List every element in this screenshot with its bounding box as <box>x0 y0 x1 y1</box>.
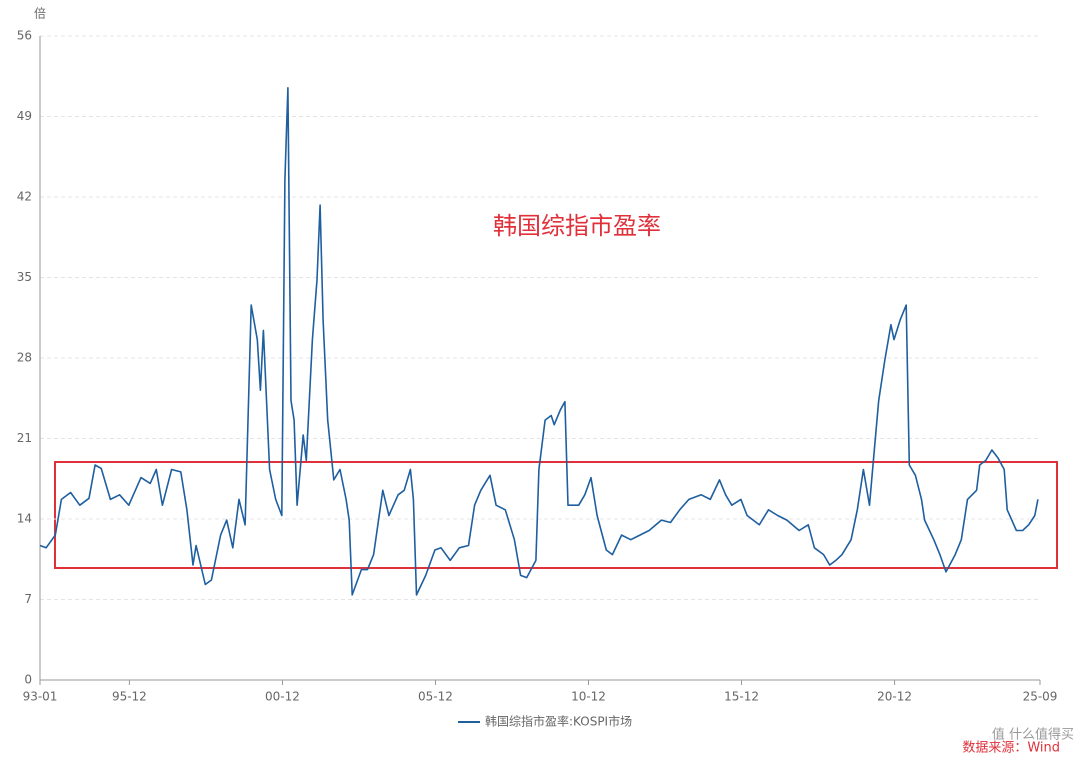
y-tick-label: 7 <box>24 592 32 606</box>
watermark: 值 什么值得买 <box>992 727 1074 743</box>
x-tick-label: 10-12 <box>571 690 606 704</box>
y-tick-label: 56 <box>17 29 32 43</box>
y-tick-label: 28 <box>17 351 32 365</box>
y-tick-label: 14 <box>17 512 32 526</box>
x-tick-label: 15-12 <box>724 690 759 704</box>
x-tick-label: 93-01 <box>23 690 58 704</box>
y-unit: 倍 <box>34 6 46 21</box>
x-tick-label: 05-12 <box>418 690 453 704</box>
source: 数据来源：Wind <box>962 741 1060 756</box>
x-tick-label: 25-09 <box>1023 690 1058 704</box>
highlight-box <box>54 461 1058 569</box>
line <box>39 87 1039 596</box>
y-tick-label: 35 <box>17 270 32 284</box>
x-tick-label: 95-12 <box>112 690 147 704</box>
x-tick-label: 20-12 <box>877 690 912 704</box>
annotation: 韩国综指市盈率 <box>493 212 661 240</box>
y-tick-label: 49 <box>17 109 32 123</box>
legend-label: 韩国综指市盈率:KOSPI市场 <box>485 714 632 729</box>
y-tick-label: 42 <box>17 190 32 204</box>
y-tick-label: 21 <box>17 431 32 445</box>
x-tick-label: 00-12 <box>265 690 300 704</box>
y-tick-label: 0 <box>24 673 32 687</box>
